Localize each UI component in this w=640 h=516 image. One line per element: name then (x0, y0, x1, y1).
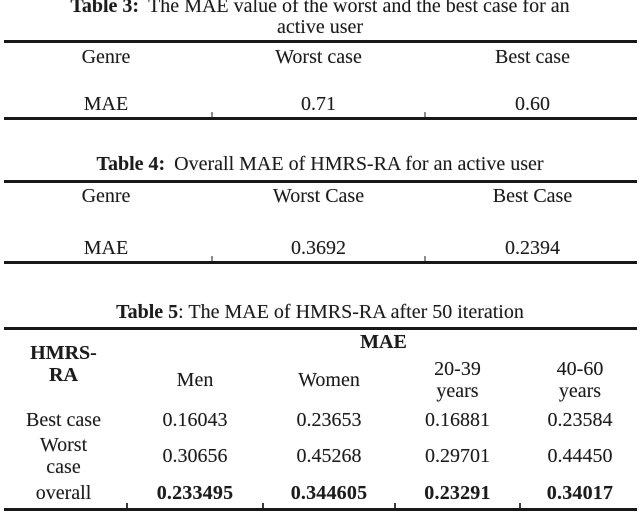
table4-caption-label: Table 4: (96, 153, 166, 175)
column-divider-tick (519, 503, 521, 508)
header-line: 20-39 (434, 358, 481, 380)
header-line: 40-60 (556, 358, 604, 380)
table5-row-best-case: Best case 0.16043 0.23653 0.16881 0.2358… (0, 408, 640, 432)
table5-header-20-39-years: 20-39 years (395, 355, 520, 405)
table4-header-genre: Genre (81, 185, 131, 207)
column-divider-tick (262, 503, 264, 508)
table4-worst-value: 0.3692 (291, 237, 346, 259)
cell-40-60: 0.44450 (547, 445, 613, 467)
table5-header-40-60-years: 40-60 years (520, 355, 640, 405)
table5-subheader-row: Men Women 20-39 years 40-60 years (0, 355, 640, 405)
cell-men: 0.16043 (162, 409, 228, 431)
cell-women: 0.45268 (296, 445, 362, 467)
table3-header-row: Genre Worst case Best case (0, 45, 640, 69)
row-label-line: Best case (26, 409, 101, 431)
column-divider-tick (211, 256, 213, 261)
table3-worst-value: 0.71 (301, 93, 336, 115)
table5-caption-text: : The MAE of HMRS-RA after 50 iteration (178, 301, 524, 323)
row-label: Best case (0, 408, 127, 432)
table5-top-rule (4, 327, 637, 330)
table4-row-label: MAE (83, 237, 129, 259)
header-line: years (558, 380, 602, 402)
table3-row-label: MAE (83, 93, 129, 115)
table5-row-worst-case: Worst case 0.30656 0.45268 0.29701 0.444… (0, 433, 640, 479)
table4-data-row: MAE 0.3692 0.2394 (0, 236, 640, 260)
column-divider-tick (126, 503, 128, 508)
table5-bottom-rule (4, 508, 637, 511)
table5-stub-line2: RA (49, 364, 78, 386)
table5-caption: Table 5: The MAE of HMRS-RA after 50 ite… (0, 301, 640, 323)
table3-bottom-rule (4, 117, 637, 120)
table4-best-value: 0.2394 (505, 237, 560, 259)
table3-top-rule (4, 40, 637, 43)
cell-20-39: 0.29701 (425, 445, 490, 467)
table5-group-header-mae: MAE (360, 331, 407, 353)
cell-women: 0.344605 (290, 482, 368, 504)
cell-women: 0.23653 (296, 409, 362, 431)
table5-caption-label: Table 5 (116, 301, 179, 323)
header-line: Men (176, 369, 214, 391)
table5-stub-line1: HMRS- (30, 342, 97, 364)
table4-top-rule (4, 180, 637, 183)
table3-best-value: 0.60 (515, 93, 550, 115)
row-label: overall (0, 481, 127, 505)
table3-data-row: MAE 0.71 0.60 (0, 92, 640, 116)
cell-men: 0.30656 (162, 445, 228, 467)
table3-caption-label: Table 3: (70, 0, 140, 17)
column-divider-tick (424, 112, 426, 117)
table4-header-worst-case: Worst Case (272, 185, 365, 207)
cell-40-60: 0.34017 (546, 482, 614, 504)
table5-row-overall: overall 0.233495 0.344605 0.23291 0.3401… (0, 481, 640, 505)
table5-stub-header: HMRS- RA (0, 342, 127, 386)
cell-20-39: 0.23291 (424, 482, 491, 504)
table5-header-men: Men (127, 355, 263, 405)
row-label-line: Worst (39, 434, 88, 456)
table3-header-worst-case: Worst case (275, 46, 362, 68)
cell-men: 0.233495 (156, 482, 234, 504)
row-label-line: overall (35, 482, 92, 504)
table4-bottom-rule (4, 261, 637, 264)
table4-header-row: Genre Worst Case Best Case (0, 184, 640, 208)
table3-caption-line1: Table 3: The MAE value of the worst and t… (0, 0, 640, 17)
column-divider-tick (424, 256, 426, 261)
table4-caption: Table 4: Overall MAE of HMRS-RA for an ac… (0, 153, 640, 175)
column-divider-tick (211, 112, 213, 117)
table3-header-genre: Genre (81, 46, 131, 68)
column-divider-tick (394, 503, 396, 508)
table3-header-best-case: Best case (495, 46, 570, 68)
table4-caption-text: Overall MAE of HMRS-RA for an active use… (174, 153, 544, 175)
table4-header-best-case: Best Case (492, 185, 573, 207)
row-label: Worst case (0, 433, 127, 479)
header-line: years (436, 380, 479, 402)
table3-caption-line2: active user (276, 16, 364, 38)
row-label-line: case (46, 456, 81, 478)
table5-header-women: Women (263, 355, 395, 405)
cell-40-60: 0.23584 (547, 409, 613, 431)
table3-caption-text: The MAE value of the worst and the best … (148, 0, 570, 17)
header-line: Women (298, 369, 360, 391)
cell-20-39: 0.16881 (425, 409, 490, 431)
